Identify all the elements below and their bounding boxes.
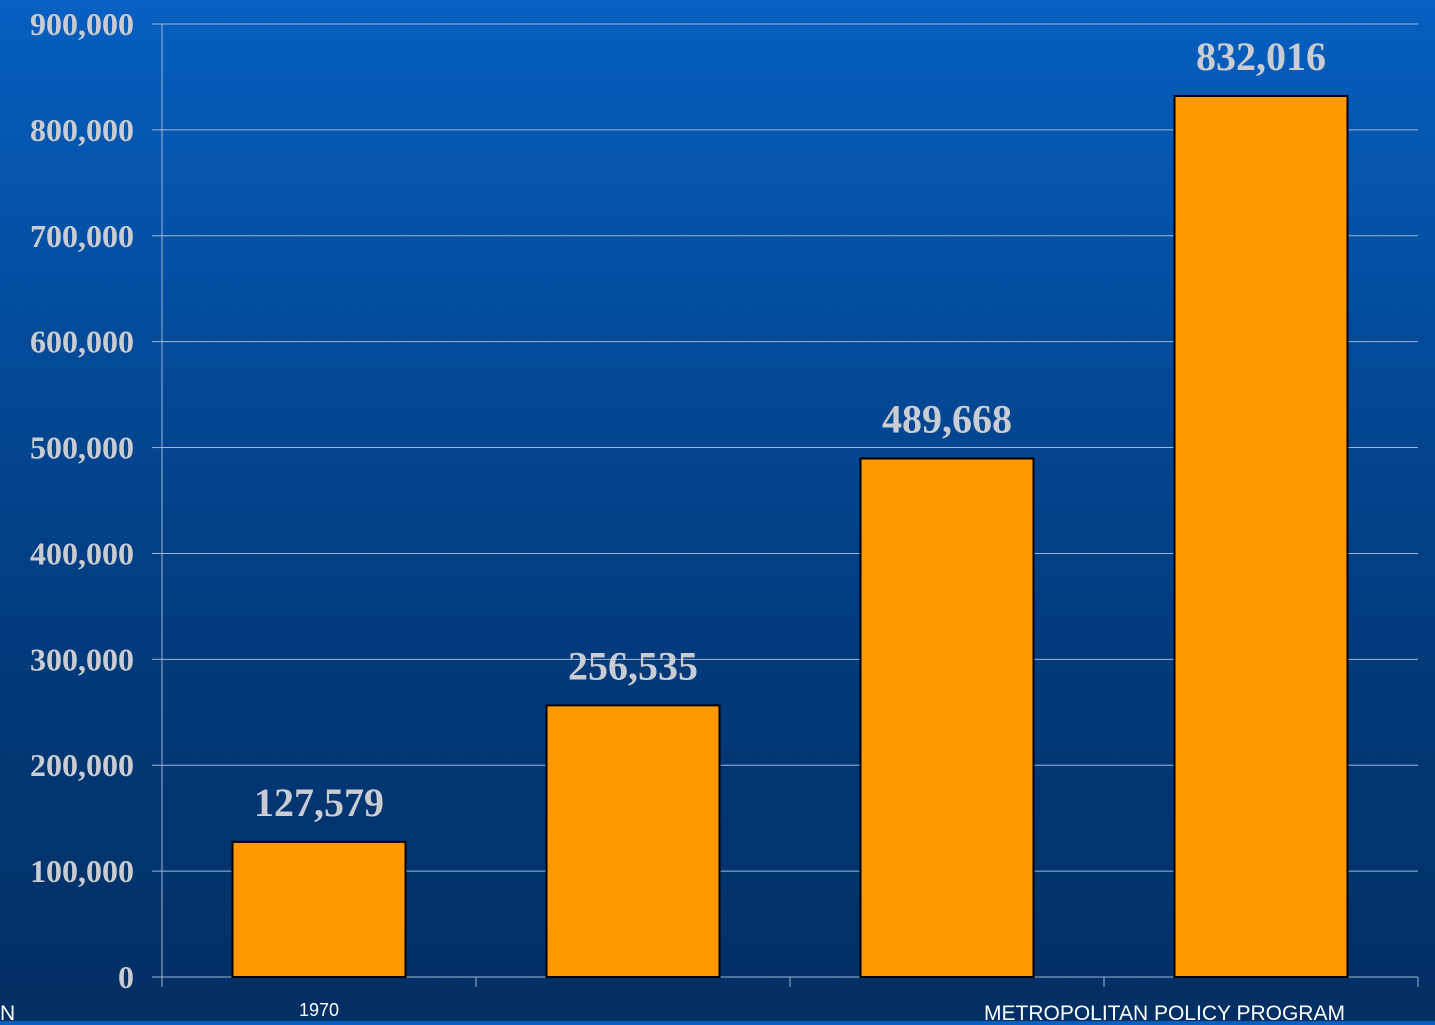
x-axis-category-labels: 1970 xyxy=(299,1000,339,1020)
bars xyxy=(231,94,1349,979)
bar-value-label: 489,668 xyxy=(882,396,1012,441)
y-axis-tick-label: 200,000 xyxy=(30,747,134,783)
bar-value-label: 832,016 xyxy=(1196,34,1326,79)
y-axis-tick-label: 400,000 xyxy=(30,535,134,571)
y-axis-tick-labels: 0 100,000 200,000 300,000 400,000 500,000 600,… xyxy=(30,6,134,995)
bar xyxy=(231,840,407,978)
data-labels: 127,579 256,535 489,668 832,016 xyxy=(254,34,1326,825)
y-axis-tick-label: 800,000 xyxy=(30,112,134,148)
y-axis-tick-label: 700,000 xyxy=(30,218,134,254)
bar xyxy=(545,704,721,978)
y-axis-tick-label: 600,000 xyxy=(30,324,134,360)
y-axis-tick-label: 100,000 xyxy=(30,853,134,889)
x-axis-category-label: 1970 xyxy=(299,1000,339,1020)
y-axis-tick-label: 900,000 xyxy=(30,6,134,42)
gridlines xyxy=(162,23,1418,872)
bar-value-label: 256,535 xyxy=(568,643,698,688)
y-axis-tick-label: 500,000 xyxy=(30,430,134,466)
y-axis-tick-label: 300,000 xyxy=(30,641,134,677)
footer-program-name: METROPOLITAN POLICY PROGRAM xyxy=(984,1002,1345,1025)
bar-value-label: 127,579 xyxy=(254,780,384,825)
footer-left-text: N xyxy=(0,1002,16,1025)
bar xyxy=(1173,94,1349,979)
bar xyxy=(859,457,1035,979)
y-axis-tick-label: 0 xyxy=(118,959,134,995)
